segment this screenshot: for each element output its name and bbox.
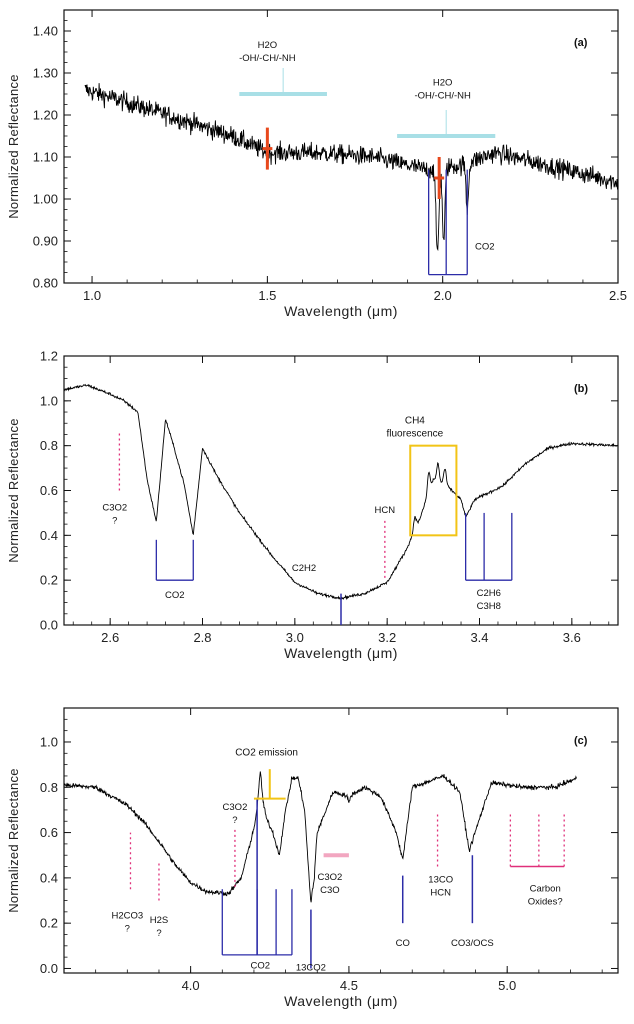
feature-label: C3H8 [477,601,501,612]
y-tick-label: 1.0 [40,734,58,749]
panel-c: 4.0 4.5 5.0 0.0 0.2 0.4 0.6 0.8 1.0 Wavelength (μ… [6,707,619,1009]
x-tick-label: 1.0 [83,288,101,303]
feature-label: CH4 [405,415,425,426]
feature-label: HCN [430,887,451,898]
x-axis-label: Wavelength (μm) [284,303,398,319]
fluorescence-box [409,444,458,537]
x-tick-label: 4.0 [182,978,200,993]
panel-b: 2.6 2.8 3.0 3.2 3.4 3.6 0.0 0.2 0.4 0.6 0.8 1.0 1.2 W… [6,349,619,661]
feature-label: 13CO2 [296,963,326,974]
y-tick-label: 0.80 [33,276,58,291]
feature-label: C2H2 [292,563,316,574]
panel-a: 1.0 1.5 2.0 2.5 0.80 0.90 1.00 1.10 1.20 1.30 1.40… [6,9,627,319]
feature-label: -OH/-CH/-NH [414,91,471,102]
feature-label: HCN [375,505,396,516]
x-tick-label: 2.6 [101,630,119,645]
feature-label: C3O [320,885,340,896]
feature-label: H2S [150,915,168,926]
feature-label: ? [125,924,130,935]
y-tick-label: 0.6 [40,483,58,498]
y-tick-label: 1.40 [33,24,58,39]
feature-label: fluorescence [387,428,444,439]
panel-label: (b) [574,383,588,395]
x-tick-label: 3.0 [286,630,304,645]
feature-label: CO2 [475,241,495,252]
feature-label: ? [156,928,161,939]
spectrum-line [84,83,619,252]
x-tick-label: 1.5 [258,288,276,303]
plot-frame [63,355,619,626]
y-tick-label: 0.0 [40,961,58,976]
y-tick-label: 0.8 [40,780,58,795]
feature-label: ? [232,815,237,826]
y-tick-label: 0.8 [40,438,58,453]
spectrum-line [63,383,619,601]
x-axis-label: Wavelength (μm) [284,645,398,661]
x-tick-label: 5.0 [498,978,516,993]
x-tick-label: 2.5 [609,288,627,303]
y-tick-label: 0.2 [40,573,58,588]
feature-label: H2CO3 [111,911,143,922]
y-axis-label: Normalized Reflectance [6,418,21,563]
y-tick-label: 0.4 [40,870,58,885]
y-tick-label: 1.10 [33,150,58,165]
y-tick-label: 0.2 [40,916,58,931]
y-tick-label: 0.6 [40,825,58,840]
y-tick-label: 1.20 [33,108,58,123]
feature-label: ? [112,516,117,527]
y-tick-label: 1.30 [33,66,58,81]
y-tick-label: 1.0 [40,393,58,408]
feature-label: H2O [258,40,278,51]
feature-label: H2O [433,78,453,89]
y-tick-label: 0.0 [40,618,58,633]
feature-label: C3O2 [223,802,248,813]
feature-label: C3O2 [102,503,127,514]
feature-label: C3O2 [318,872,343,883]
panel-label: (a) [574,37,588,49]
y-tick-label: 1.00 [33,192,58,207]
y-axis-label: Normalized Reflectance [6,74,21,219]
feature-label: Oxides? [528,896,563,907]
plot-frame [63,707,619,974]
x-tick-label: 2.0 [434,288,452,303]
x-tick-label: 3.2 [378,630,396,645]
x-tick-label: 3.4 [470,630,488,645]
x-tick-label: 3.6 [563,630,581,645]
spectrum-line [63,771,578,903]
feature-label: CO2 [165,590,185,601]
x-tick-label: 2.8 [193,630,211,645]
panel-label: (c) [574,735,588,747]
y-tick-label: 0.4 [40,528,58,543]
feature-label: CO2 emission [235,748,298,759]
feature-label: 13CO [428,874,453,885]
feature-label: C2H6 [477,588,501,599]
x-axis-label: Wavelength (μm) [284,993,398,1009]
y-tick-label: 1.2 [40,349,58,364]
feature-label: CO [396,938,410,949]
y-axis-label: Normalized Reflectance [6,768,21,913]
plot-frame [63,9,619,284]
feature-label: CO2 [251,960,271,971]
feature-label: CO3/OCS [451,938,494,949]
x-tick-label: 4.5 [340,978,358,993]
feature-label: -OH/-CH/-NH [239,53,296,64]
y-tick-label: 0.90 [33,234,58,249]
feature-label: Carbon [530,883,561,894]
